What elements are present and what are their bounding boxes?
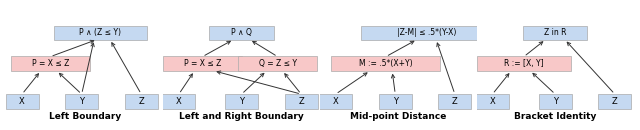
FancyBboxPatch shape [65,94,98,109]
FancyBboxPatch shape [477,56,571,71]
Text: Bracket Identity: Bracket Identity [514,112,596,121]
FancyBboxPatch shape [319,94,352,109]
Text: X: X [176,97,182,106]
Text: X: X [490,97,495,106]
Text: Mid-point Distance: Mid-point Distance [350,112,447,121]
Text: Left and Right Boundary: Left and Right Boundary [179,112,304,121]
FancyBboxPatch shape [54,26,147,40]
FancyBboxPatch shape [379,94,412,109]
Text: Y: Y [553,97,557,106]
Text: Y: Y [393,97,398,106]
Text: P ∧ (Z ≤ Y): P ∧ (Z ≤ Y) [79,28,122,37]
FancyBboxPatch shape [163,94,195,109]
Text: Z: Z [452,97,458,106]
FancyBboxPatch shape [6,94,38,109]
FancyBboxPatch shape [285,94,317,109]
Text: Z: Z [612,97,618,106]
Text: X: X [333,97,339,106]
Text: P = X ≤ Z: P = X ≤ Z [184,59,221,68]
FancyBboxPatch shape [438,94,471,109]
Text: Z in R: Z in R [544,28,566,37]
FancyBboxPatch shape [361,26,492,40]
FancyBboxPatch shape [539,94,572,109]
Text: Y: Y [79,97,84,106]
Text: X: X [19,97,25,106]
Text: Q = Z ≤ Y: Q = Z ≤ Y [259,59,297,68]
FancyBboxPatch shape [523,26,588,40]
Text: Left Boundary: Left Boundary [49,112,121,121]
Text: Y: Y [239,97,244,106]
Text: Z: Z [298,97,304,106]
FancyBboxPatch shape [476,94,509,109]
FancyBboxPatch shape [11,56,90,71]
Text: P ∧ Q: P ∧ Q [231,28,252,37]
FancyBboxPatch shape [209,26,274,40]
Text: M := .5*(X+Y): M := .5*(X+Y) [359,59,413,68]
FancyBboxPatch shape [225,94,258,109]
Text: Z: Z [138,97,144,106]
FancyBboxPatch shape [163,56,242,71]
Text: R := [X, Y]: R := [X, Y] [504,59,543,68]
FancyBboxPatch shape [125,94,157,109]
FancyBboxPatch shape [238,56,317,71]
FancyBboxPatch shape [598,94,631,109]
Text: |Z-M| ≤ .5*(Y-X): |Z-M| ≤ .5*(Y-X) [397,28,456,37]
FancyBboxPatch shape [332,56,440,71]
Text: P = X ≤ Z: P = X ≤ Z [31,59,69,68]
